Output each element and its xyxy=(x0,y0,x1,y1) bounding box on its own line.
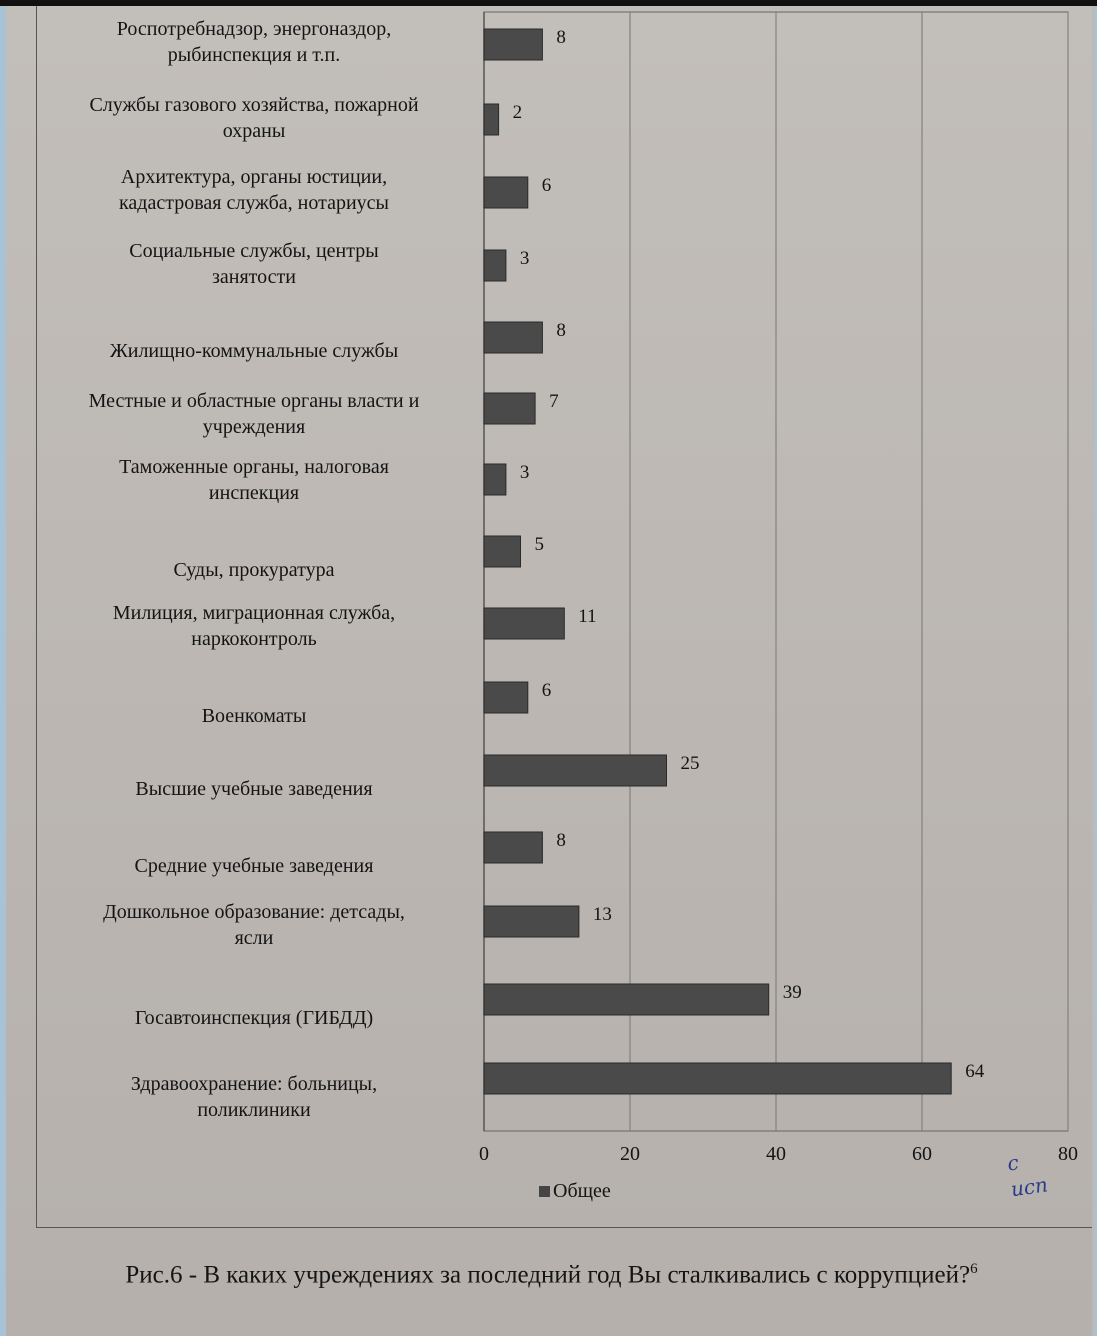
bar-11 xyxy=(483,831,543,864)
bar-chart xyxy=(483,11,1069,1132)
caption-footnote: 6 xyxy=(970,1261,978,1277)
category-label-6-line-0: Таможенные органы, налоговая xyxy=(119,456,389,478)
category-label-3-line-1: занятости xyxy=(212,266,296,288)
category-label-9: Военкоматы xyxy=(44,703,464,729)
value-label-11: 8 xyxy=(556,830,566,851)
category-label-12: Дошкольное образование: детсады, ясли xyxy=(44,899,464,951)
bar-7 xyxy=(483,535,521,568)
bar-6 xyxy=(483,463,507,496)
bar-3 xyxy=(483,249,507,282)
category-label-5-line-0: Местные и областные органы власти и xyxy=(88,390,420,412)
value-label-6: 3 xyxy=(519,462,530,483)
handwritten-line-2: ucn xyxy=(1009,1172,1050,1202)
legend-swatch xyxy=(539,1186,550,1197)
category-label-14-line-0: Здравоохранение: больницы, xyxy=(130,1073,378,1095)
value-label-7: 5 xyxy=(534,534,545,555)
category-label-5-line-1: учреждения xyxy=(202,416,306,438)
category-label-0: Роспотребнадзор, энергоназдор, рыбинспекц… xyxy=(44,16,464,68)
x-tick-label-0: 0 xyxy=(479,1143,489,1165)
category-label-4-line-0: Жилищно-коммунальные службы xyxy=(109,340,399,362)
chart-frame xyxy=(36,6,1097,1228)
bar-10 xyxy=(483,754,667,787)
bar-12 xyxy=(483,905,580,938)
value-label-10: 25 xyxy=(680,753,700,774)
caption-text: Рис.6 - В каких учреждениях за последний… xyxy=(125,1261,971,1289)
category-label-14: Здравоохранение: больницы, поликлиники xyxy=(44,1071,464,1123)
category-label-10: Высшие учебные заведения xyxy=(44,776,464,802)
category-label-8: Милиция, миграционная служба, наркоконтро… xyxy=(44,600,464,652)
category-label-6: Таможенные органы, налоговая инспекция xyxy=(44,454,464,506)
bar-1 xyxy=(483,103,500,136)
top-border xyxy=(0,0,1097,6)
category-label-2-line-1: кадастровая служба, нотариусы xyxy=(119,192,389,214)
category-label-2: Архитектура, органы юстиции, кадастровая … xyxy=(44,164,464,216)
bar-2 xyxy=(483,176,529,209)
page-edge xyxy=(1092,6,1097,1336)
x-tick-label-80: 80 xyxy=(1058,1143,1078,1165)
bar-9 xyxy=(483,681,529,714)
legend-label: Общее xyxy=(553,1180,611,1202)
category-label-12-line-1: ясли xyxy=(234,927,274,949)
category-label-7: Суды, прокуратура xyxy=(44,557,464,583)
value-label-14: 64 xyxy=(965,1061,985,1082)
value-label-5: 7 xyxy=(549,391,559,412)
value-label-0: 8 xyxy=(556,27,566,48)
x-tick-label-60: 60 xyxy=(912,1143,932,1165)
value-label-9: 6 xyxy=(541,680,552,701)
legend: Общее xyxy=(539,1180,611,1203)
category-label-9-line-0: Военкоматы xyxy=(201,705,307,727)
category-label-4: Жилищно-коммунальные службы xyxy=(44,338,464,364)
category-label-13: Госавтоинспекция (ГИБДД) xyxy=(44,1005,464,1031)
value-label-1: 2 xyxy=(512,102,523,123)
category-label-0-line-1: рыбинспекция и т.п. xyxy=(167,44,341,66)
category-label-13-line-0: Госавтоинспекция (ГИБДД) xyxy=(134,1007,374,1029)
value-label-3: 3 xyxy=(519,248,530,269)
category-label-3-line-0: Социальные службы, центры xyxy=(129,240,379,262)
category-label-14-line-1: поликлиники xyxy=(197,1099,311,1121)
category-label-5: Местные и областные органы власти и учреж… xyxy=(44,388,464,440)
category-label-8-line-1: наркоконтроль xyxy=(191,628,317,650)
bar-5 xyxy=(483,392,536,425)
value-label-13: 39 xyxy=(782,982,802,1003)
category-label-0-line-0: Роспотребнадзор, энергоназдор, xyxy=(116,18,392,40)
category-label-11: Средние учебные заведения xyxy=(44,853,464,879)
bar-0 xyxy=(483,28,543,61)
category-label-1-line-0: Службы газового хозяйства, пожарной xyxy=(89,94,419,116)
x-tick-label-40: 40 xyxy=(766,1143,786,1165)
bar-4 xyxy=(483,321,543,354)
value-label-2: 6 xyxy=(541,175,552,196)
value-label-8: 11 xyxy=(578,606,597,627)
category-label-1-line-1: охраны xyxy=(222,120,286,142)
x-tick-label-20: 20 xyxy=(620,1143,640,1165)
bar-13 xyxy=(483,983,770,1016)
category-label-7-line-0: Суды, прокуратура xyxy=(173,559,335,581)
handwritten-note: c ucn xyxy=(1006,1146,1050,1203)
figure-caption: Рис.6 - В каких учреждениях за последний… xyxy=(6,1248,1097,1296)
page-background xyxy=(6,6,1097,1336)
value-label-12: 13 xyxy=(592,904,612,925)
category-label-3: Социальные службы, центры занятости xyxy=(44,238,464,290)
category-label-11-line-0: Средние учебные заведения xyxy=(134,855,374,877)
value-label-4: 8 xyxy=(556,320,566,341)
category-label-8-line-0: Милиция, миграционная служба, xyxy=(112,602,396,624)
category-label-10-line-0: Высшие учебные заведения xyxy=(135,778,373,800)
bar-8 xyxy=(483,607,565,640)
printed-page: Роспотребнадзор, энергоназдор, рыбинспекц… xyxy=(6,6,1097,1336)
bar-14 xyxy=(483,1062,952,1095)
category-label-1: Службы газового хозяйства, пожарной охран… xyxy=(44,92,464,144)
category-label-2-line-0: Архитектура, органы юстиции, xyxy=(120,166,388,188)
category-label-6-line-1: инспекция xyxy=(208,482,300,504)
category-label-12-line-0: Дошкольное образование: детсады, xyxy=(103,901,405,923)
